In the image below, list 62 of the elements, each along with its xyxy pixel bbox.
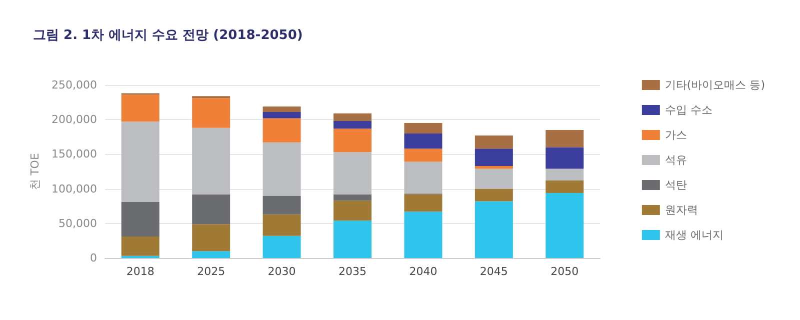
bar xyxy=(121,122,160,202)
bar xyxy=(404,194,442,212)
bar xyxy=(404,148,442,162)
bar xyxy=(404,212,442,258)
bar xyxy=(262,106,301,112)
bar xyxy=(334,200,372,221)
x-tick-label: 2035 xyxy=(338,265,366,278)
bar xyxy=(262,236,301,258)
bar xyxy=(474,168,513,189)
legend-label: 석탄 xyxy=(664,178,687,192)
legend-label: 가스 xyxy=(664,128,687,142)
bar xyxy=(474,136,513,149)
bar xyxy=(262,118,301,142)
legend-label: 재생 에너지 xyxy=(664,228,724,242)
bar xyxy=(121,94,160,122)
bar xyxy=(121,236,160,256)
bar xyxy=(474,166,513,169)
bar xyxy=(474,188,513,202)
bar xyxy=(404,133,442,149)
legend-label: 석유 xyxy=(664,154,687,166)
bar xyxy=(334,113,372,121)
y-tick-label: 100,000 xyxy=(52,182,97,196)
bar xyxy=(262,196,301,214)
y-tick-label: 150,000 xyxy=(52,148,97,161)
y-tick-label: 250,000 xyxy=(52,78,97,92)
x-tick-label: 2050 xyxy=(550,265,579,278)
legend-label: 기타(바이오매스 등) xyxy=(664,78,766,92)
bar xyxy=(334,220,372,258)
bar xyxy=(192,128,230,194)
legend-label: 원자력 xyxy=(664,204,698,216)
x-tick-label: 2040 xyxy=(409,265,438,278)
bar xyxy=(546,168,584,180)
y-tick-label: 50,000 xyxy=(58,216,97,230)
bar xyxy=(546,180,584,193)
legend-label: 수입 수소 xyxy=(664,104,712,116)
bar xyxy=(546,192,584,258)
bar xyxy=(262,214,301,236)
bar xyxy=(334,152,372,194)
bar xyxy=(192,98,230,128)
x-tick-label: 2030 xyxy=(268,265,296,278)
bar xyxy=(404,162,442,194)
y-axis-title: 천 TOE xyxy=(28,153,42,190)
bar xyxy=(334,194,372,201)
x-tick-label: 2045 xyxy=(480,265,508,278)
bar xyxy=(334,120,372,129)
chart-title: 그림 2. 1차 에너지 수요 전망 (2018-2050) xyxy=(33,28,303,43)
bar xyxy=(546,147,584,169)
bar xyxy=(546,130,584,148)
bar xyxy=(334,128,372,152)
bar xyxy=(474,201,513,258)
x-tick-label: 2018 xyxy=(126,265,154,278)
bar xyxy=(192,224,230,252)
bar xyxy=(474,148,513,166)
x-tick-label: 2025 xyxy=(197,265,226,278)
y-tick-label: 200,000 xyxy=(52,113,97,126)
bar xyxy=(262,112,301,118)
bar xyxy=(262,142,301,196)
bar xyxy=(404,123,442,134)
bar xyxy=(192,194,230,224)
y-tick-label: 0 xyxy=(90,252,97,264)
bar xyxy=(121,202,160,237)
bar xyxy=(192,251,230,258)
